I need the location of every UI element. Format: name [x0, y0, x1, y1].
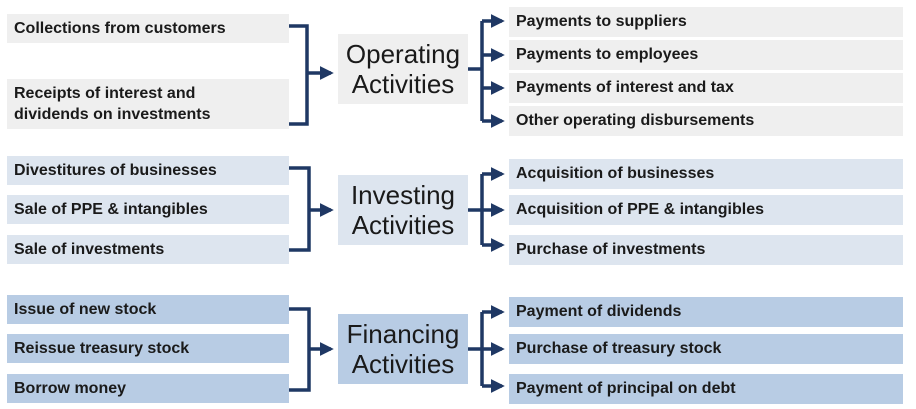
investing-outflow-acq-businesses: Acquisition of businesses — [509, 159, 903, 189]
investing-outflow-purchase-investments: Purchase of investments — [509, 235, 903, 265]
operating-outflow-employees: Payments to employees — [509, 40, 903, 70]
financing-inflow-reissue-treasury: Reissue treasury stock — [7, 334, 289, 363]
financing-outflow-principal: Payment of principal on debt — [509, 374, 903, 404]
investing-inflow-divestitures: Divestitures of businesses — [7, 156, 289, 185]
operating-title-line2: Activities — [351, 69, 455, 99]
investing-inflow-sale-investments: Sale of investments — [7, 235, 289, 264]
financing-outflow-treasury: Purchase of treasury stock — [509, 334, 903, 364]
investing-title-line1: Investing — [350, 180, 456, 210]
operating-outflow-interest-tax: Payments of interest and tax — [509, 73, 903, 103]
financing-title-line2: Activities — [351, 349, 455, 379]
operating-inflow-collections: Collections from customers — [7, 14, 289, 43]
operating-inflow-interest-dividends-text: Receipts of interest and dividends on in… — [14, 85, 211, 123]
operating-outflow-suppliers: Payments to suppliers — [509, 7, 903, 37]
operating-right-fan — [468, 21, 484, 121]
investing-left-bracket — [289, 166, 311, 252]
financing-activities-box: Financing Activities — [338, 314, 468, 384]
investing-activities-box: Investing Activities — [338, 175, 468, 245]
investing-right-fan — [468, 174, 484, 245]
operating-activities-box: Operating Activities — [338, 34, 468, 104]
operating-inflow-interest-dividends: Receipts of interest and dividends on in… — [7, 79, 289, 129]
financing-inflow-borrow: Borrow money — [7, 374, 289, 403]
operating-title-line1: Operating — [345, 39, 461, 69]
operating-outflow-other: Other operating disbursements — [509, 106, 903, 136]
investing-inflow-sale-ppe: Sale of PPE & intangibles — [7, 195, 289, 224]
investing-title-line2: Activities — [351, 210, 455, 240]
operating-left-bracket — [289, 24, 309, 126]
financing-right-fan — [468, 312, 484, 386]
financing-left-bracket — [289, 307, 311, 392]
financing-outflow-dividends: Payment of dividends — [509, 297, 903, 327]
financing-title-line1: Financing — [346, 319, 460, 349]
financing-inflow-issue-stock: Issue of new stock — [7, 295, 289, 324]
investing-outflow-acq-ppe: Acquisition of PPE & intangibles — [509, 195, 903, 225]
